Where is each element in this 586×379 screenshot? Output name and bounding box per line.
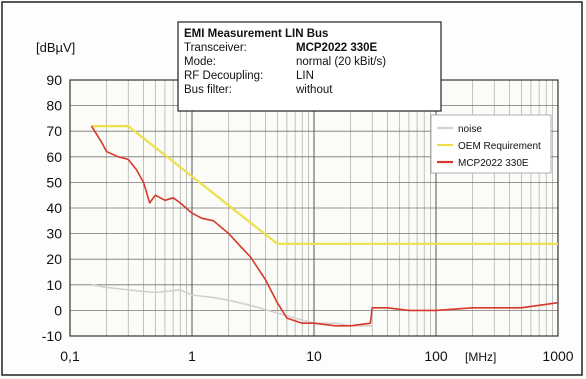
y-tick-label: 0 (54, 302, 62, 318)
y-tick-label: -10 (42, 328, 62, 344)
series-line-1 (91, 125, 558, 245)
y-axis-ticks: -10 0 10 20 30 40 50 60 70 80 90 (42, 72, 62, 344)
info-row-label: RF Decoupling: (184, 70, 263, 82)
info-row-label: Transceiver: (184, 42, 247, 54)
y-tick-label: 60 (46, 149, 62, 165)
legend-label: MCP2022 330E (458, 158, 529, 169)
y-tick-label: 70 (46, 123, 62, 139)
info-row-value: LIN (296, 70, 314, 82)
y-tick-label: 90 (46, 72, 62, 88)
info-row-value: MCP2022 330E (296, 42, 378, 54)
y-tick-label: 20 (46, 251, 62, 267)
y-tick-label: 80 (46, 98, 62, 114)
x-tick-label: 10 (306, 348, 322, 364)
y-tick-label: 30 (46, 226, 62, 242)
info-row-label: Mode: (184, 56, 216, 68)
y-tick-label: 50 (46, 174, 62, 190)
x-tick-label: 1 (188, 348, 196, 364)
y-tick-label: 10 (46, 277, 62, 293)
y-axis-label: [dBµV] (36, 40, 75, 55)
x-tick-label: 1000 (542, 348, 573, 364)
series-line-2 (90, 125, 559, 327)
info-row-label: Bus filter: (184, 84, 232, 96)
info-row-value: without (295, 84, 333, 96)
y-tick-label: 40 (46, 200, 62, 216)
info-row-value: normal (20 kBit/s) (296, 56, 386, 68)
legend: noise OEM Requirement MCP2022 330E (430, 114, 552, 174)
series-group (90, 125, 559, 327)
legend-label: OEM Requirement (458, 141, 541, 152)
x-axis-unit: [MHz] (465, 350, 496, 364)
x-tick-label: 0,1 (60, 348, 80, 364)
x-axis-ticks: 0,1 1 10 100 1000 (60, 348, 574, 364)
info-title: EMI Measurement LIN Bus (184, 28, 328, 40)
x-tick-label: 100 (424, 348, 448, 364)
series-line-0 (91, 284, 373, 327)
legend-label: noise (458, 124, 482, 135)
info-box: EMI Measurement LIN Bus Transceiver: MCP2… (177, 21, 442, 112)
